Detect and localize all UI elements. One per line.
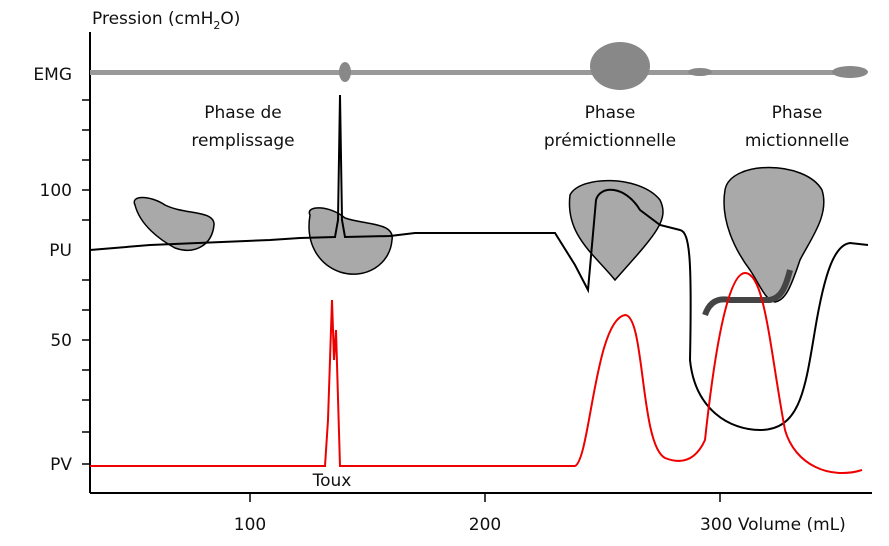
title-part: Pression (cmH	[92, 9, 213, 29]
y-label: PU	[49, 241, 72, 261]
y-label: 100	[40, 181, 72, 201]
bladder-shapes	[133, 166, 825, 303]
y-label: EMG	[33, 65, 72, 85]
x-ticks	[249, 493, 721, 502]
x-label: 300 Volume (mL)	[700, 515, 846, 535]
y-label: 50	[50, 331, 72, 351]
phase-label: prémictionnelle	[544, 131, 676, 151]
y-ticks	[82, 99, 90, 465]
title-subscript: 2	[213, 19, 220, 32]
outflow	[702, 269, 793, 317]
phase-label: Phase	[772, 103, 823, 123]
x-label: 200	[469, 515, 501, 535]
phase-label: mictionnelle	[745, 131, 849, 151]
x-label: 100	[234, 515, 266, 535]
phase-label: Phase	[585, 103, 636, 123]
title-part: O)	[220, 9, 240, 29]
y-label: PV	[50, 455, 72, 475]
y-axis-title: Pression (cmH2O)	[92, 9, 240, 32]
phase-label: remplissage	[191, 131, 294, 151]
phase-label: Phase de	[204, 103, 281, 123]
emg-trace	[90, 42, 868, 90]
cough-label: Toux	[312, 471, 352, 491]
pv-curve	[90, 271, 863, 475]
pu-curve	[89, 94, 869, 432]
